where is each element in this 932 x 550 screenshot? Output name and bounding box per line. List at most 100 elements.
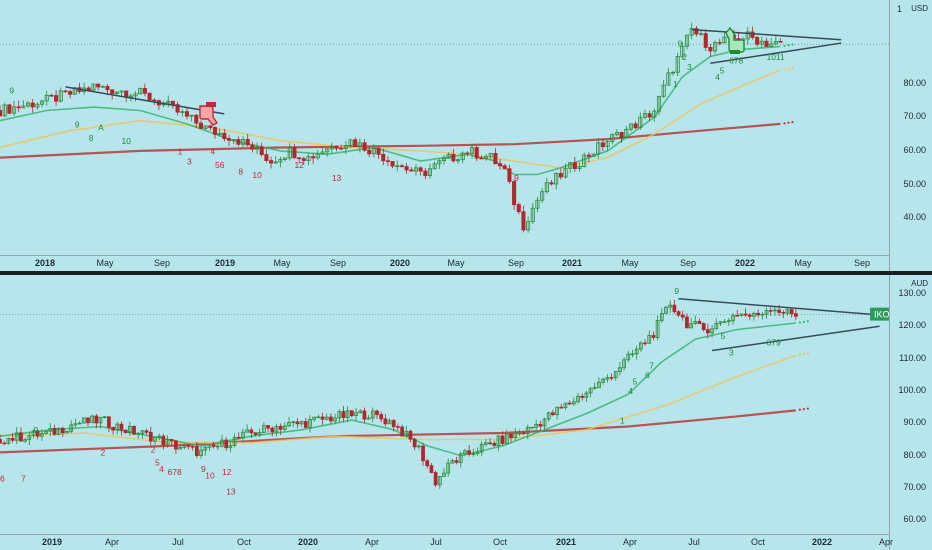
count-label-green: 9 <box>34 425 39 435</box>
candle-body <box>341 411 346 419</box>
candle-body <box>739 313 744 317</box>
candle-body <box>530 207 535 223</box>
top-tick-top: 1 <box>896 4 902 14</box>
trendline-0 <box>65 86 225 115</box>
candle-body <box>778 41 783 43</box>
ma-projection-dot <box>791 43 794 46</box>
count-label-green: 1 <box>673 79 678 89</box>
candle-body <box>212 127 218 135</box>
candle-body <box>96 83 101 88</box>
candle-body <box>516 204 521 213</box>
count-label-green: 678 <box>729 55 743 65</box>
top-chart-svg[interactable]: 99A8109321546781011134568101213991.6617:… <box>0 0 932 271</box>
candle-body <box>500 435 505 444</box>
candle-body <box>467 450 471 455</box>
candle-body <box>199 449 203 457</box>
bottom-time-axis[interactable]: 2019 Apr Jul Oct 2020 Apr Jul Oct 2021 Apr Jul Oct 2… <box>0 534 893 550</box>
candle-body <box>584 392 589 398</box>
candle-body <box>153 436 157 442</box>
time-tick-label: May <box>273 258 291 268</box>
time-tick-label: 2021 <box>555 537 577 547</box>
candle-body <box>400 426 404 437</box>
candle-body <box>479 443 484 453</box>
time-tick-label: May <box>621 258 639 268</box>
candle-body <box>184 111 189 117</box>
candle-body <box>421 445 425 462</box>
candle-body <box>297 157 302 160</box>
candle-body <box>115 423 120 431</box>
candle-body <box>502 165 507 170</box>
candle-body <box>756 312 761 316</box>
price-tick-label: 100.00 <box>898 384 926 395</box>
candle-body <box>685 316 689 329</box>
candle-body <box>348 139 353 146</box>
count-label-green: 2 <box>682 52 687 62</box>
price-tick-label: 40.00 <box>903 212 926 223</box>
candle-body <box>147 92 152 101</box>
pane-divider[interactable] <box>0 271 932 275</box>
candle-body <box>182 444 187 449</box>
candle-body <box>759 40 764 45</box>
candle-body <box>563 402 568 408</box>
candles-group <box>0 299 798 489</box>
candle-body <box>418 167 423 172</box>
candle-body <box>170 100 175 105</box>
candle-body <box>253 432 258 435</box>
candle-body <box>614 132 619 136</box>
candle-body <box>31 430 36 437</box>
top-price-scale[interactable]: USD 1 40.00 50.00 60.00 70.00 80.00 <box>889 0 932 271</box>
bottom-chart-pane[interactable]: 9976541356796722546789101213IKO123.59 AU… <box>0 275 932 550</box>
ma-projection-dot <box>791 67 794 70</box>
candle-body <box>178 447 182 450</box>
candle-body <box>747 314 752 317</box>
top-time-axis[interactable]: 2018 May Sep 2019 May Sep 2020 May Sep 2021 May Sep… <box>0 255 890 271</box>
candle-body <box>69 424 74 432</box>
time-tick-label: May <box>794 258 812 268</box>
candle-body <box>292 147 297 159</box>
candle-body <box>334 145 339 149</box>
top-chart-pane[interactable]: 99A8109321546781011134568101213991.6617:… <box>0 0 932 271</box>
candle-body <box>769 43 774 47</box>
ma-projection-dot <box>787 67 790 70</box>
candle-body <box>110 89 115 94</box>
candle-body <box>655 320 660 338</box>
candle-body <box>148 431 153 442</box>
candle-body <box>119 90 124 93</box>
candle-body <box>278 425 283 430</box>
candle-body <box>437 476 442 486</box>
candle-body <box>412 438 417 448</box>
time-tick-label: 2022 <box>734 258 756 268</box>
time-tick-label: Sep <box>853 258 871 268</box>
candle-body <box>94 415 99 424</box>
candle-body <box>413 167 418 172</box>
candle-body <box>40 100 45 105</box>
candle-body <box>222 132 227 139</box>
ma-projection-dot <box>783 122 786 125</box>
candle-body <box>572 162 577 170</box>
candle-body <box>652 110 657 118</box>
candle-body <box>567 402 572 405</box>
candles-group <box>0 22 783 233</box>
candle-body <box>542 418 547 427</box>
bottom-chart-svg[interactable]: 9976541356796722546789101213IKO123.59 <box>0 275 932 550</box>
count-label-red: 9 <box>514 173 519 183</box>
candle-body <box>343 145 348 149</box>
candle-body <box>454 460 459 463</box>
candle-body <box>628 123 633 130</box>
hand-green-cuff <box>730 50 740 54</box>
bottom-price-scale[interactable]: AUD 60.00 70.00 80.00 90.00 100.00 110.00 120.… <box>889 275 932 550</box>
candle-body <box>245 139 250 146</box>
count-label-red: 13 <box>332 173 342 183</box>
candle-body <box>642 113 648 118</box>
price-tick-label: 80.00 <box>903 449 926 460</box>
candle-body <box>760 313 765 316</box>
count-label-red: 12 <box>294 160 304 170</box>
count-label-green: 5 <box>632 376 637 386</box>
candle-body <box>433 472 438 486</box>
candle-body <box>750 31 755 38</box>
candle-body <box>240 139 246 145</box>
candle-body <box>475 451 480 455</box>
candle-body <box>371 147 376 155</box>
candle-body <box>175 104 180 113</box>
candle-body <box>697 320 702 324</box>
